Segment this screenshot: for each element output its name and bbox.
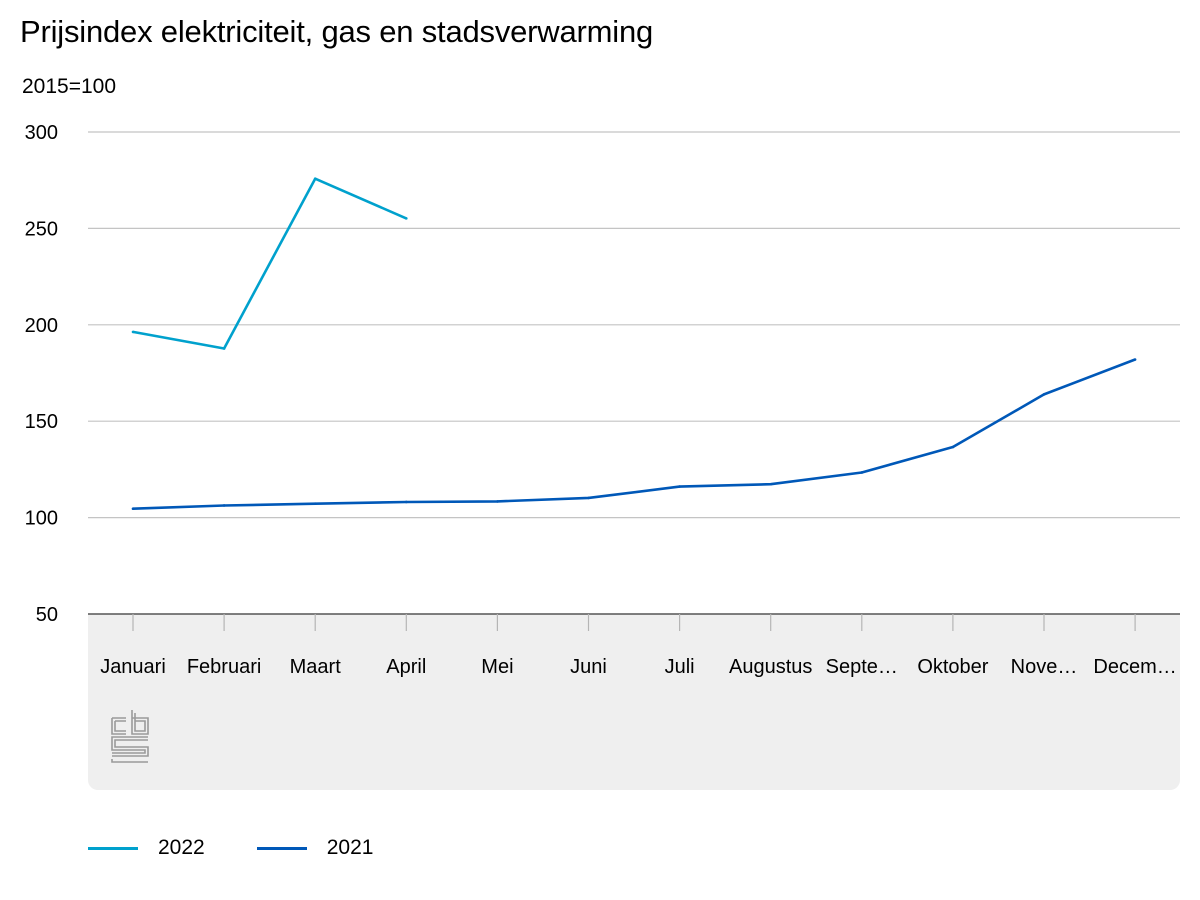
x-tick-label-decem: Decem… [1093, 656, 1176, 678]
y-axis-tick-labels: 50 100 150 200 250 300 [25, 122, 58, 626]
x-tick-label-maart: Maart [290, 656, 342, 678]
legend-label-2022: 2022 [158, 836, 205, 859]
data-point-2021-septe[interactable] [860, 471, 864, 474]
x-axis-tick-labels: Januari Februari Maart April Mei Juni Juli Augu… [100, 656, 1177, 678]
series-lines [131, 177, 1137, 511]
data-point-2021-augustus[interactable] [769, 482, 772, 486]
data-point-2021-april[interactable] [405, 500, 408, 504]
data-point-2021-juli[interactable] [678, 485, 681, 488]
data-point-2021-oktober[interactable] [951, 445, 955, 449]
data-point-2021-januari[interactable] [131, 507, 135, 511]
data-point-2022-februari[interactable] [222, 347, 226, 350]
x-tick-label-augustus: Augustus [729, 656, 812, 678]
x-tick-label-januari: Januari [100, 656, 166, 678]
y-tick-label-300: 300 [25, 122, 58, 144]
data-point-2021-juni[interactable] [587, 496, 590, 500]
legend-swatch-2022 [88, 846, 138, 850]
y-tick-label-250: 250 [25, 218, 58, 240]
x-axis-band-top-fill [88, 614, 1180, 634]
chart-subtitle: 2015=100 [22, 75, 117, 98]
x-axis-ticks [132, 614, 1136, 631]
x-tick-label-nove: Nove… [1011, 656, 1078, 678]
series-line-2022[interactable] [132, 177, 407, 350]
y-tick-label-150: 150 [25, 411, 58, 433]
x-tick-label-februari: Februari [187, 656, 261, 678]
series-line-2021[interactable] [132, 358, 1136, 510]
x-tick-label-oktober: Oktober [917, 656, 988, 678]
data-point-2021-maart[interactable] [313, 502, 317, 506]
chart-title: Prijsindex elektriciteit, gas en stadsve… [20, 14, 654, 49]
data-point-2021-mei[interactable] [496, 500, 499, 503]
x-tick-label-mei: Mei [481, 656, 513, 678]
data-point-2021-decem[interactable] [1133, 358, 1137, 361]
y-tick-label-100: 100 [25, 508, 58, 530]
data-point-2021-nove[interactable] [1042, 393, 1046, 396]
x-tick-label-juli: Juli [665, 656, 695, 678]
gridlines [88, 131, 1180, 615]
cbs-logo [111, 710, 149, 763]
data-point-2021-februari[interactable] [222, 504, 226, 507]
data-point-2022-april[interactable] [405, 217, 408, 220]
legend-label-2021: 2021 [326, 836, 374, 859]
data-point-2022-januari[interactable] [131, 330, 135, 334]
legend-swatch-2021 [256, 846, 307, 850]
x-axis-band [88, 614, 1180, 790]
legend-item-2021[interactable]: 2021 [256, 836, 374, 860]
legend-item-2022[interactable]: 2022 [88, 836, 205, 860]
x-tick-label-juni: Juni [570, 656, 607, 678]
y-tick-label-50: 50 [36, 604, 58, 626]
legend: 2022 2021 [88, 836, 425, 860]
x-tick-label-septe: Septe… [826, 656, 898, 678]
data-point-2022-maart[interactable] [313, 177, 317, 180]
y-tick-label-200: 200 [25, 315, 58, 337]
x-tick-label-april: April [386, 656, 426, 678]
